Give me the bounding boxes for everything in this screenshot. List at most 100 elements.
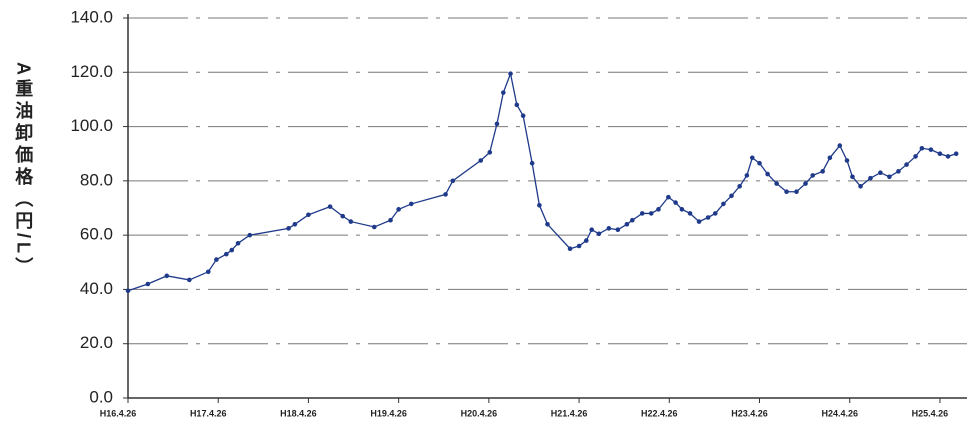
point xyxy=(145,281,151,287)
point xyxy=(348,219,354,224)
point xyxy=(679,207,685,212)
point xyxy=(630,217,635,223)
point xyxy=(744,173,750,178)
y-tick-label: 120.0 xyxy=(70,62,113,81)
y-tick-label: 100.0 xyxy=(70,116,113,135)
point xyxy=(164,273,170,279)
point xyxy=(214,257,219,262)
x-tick-label: H19.4.26 xyxy=(370,408,407,418)
point xyxy=(794,189,799,195)
point xyxy=(803,181,808,186)
point xyxy=(858,183,863,189)
point xyxy=(737,183,742,189)
x-tick-label: H22.4.26 xyxy=(641,408,678,418)
point xyxy=(500,90,506,95)
point xyxy=(937,151,943,157)
point xyxy=(928,147,934,152)
point xyxy=(340,213,346,219)
point xyxy=(408,201,414,207)
point xyxy=(673,200,678,205)
point xyxy=(487,150,493,155)
point xyxy=(705,215,711,220)
point xyxy=(327,204,333,209)
point xyxy=(229,247,235,253)
point xyxy=(606,226,612,231)
point xyxy=(235,240,241,246)
point xyxy=(205,269,211,275)
x-tick-label: H18.4.26 xyxy=(280,408,317,418)
y-tick-label: 20.0 xyxy=(80,333,113,352)
point xyxy=(537,202,542,208)
point xyxy=(757,160,762,166)
point xyxy=(765,171,770,177)
point xyxy=(666,194,671,200)
point xyxy=(687,211,693,216)
x-tick-label: H17.4.26 xyxy=(190,408,227,418)
point xyxy=(596,231,602,237)
y-tick-label: 60.0 xyxy=(80,225,113,244)
point xyxy=(713,211,718,216)
point xyxy=(868,175,873,181)
point xyxy=(396,207,401,212)
y-tick-label: 0.0 xyxy=(89,387,113,406)
point xyxy=(913,154,918,159)
point xyxy=(639,211,645,216)
point xyxy=(945,154,951,159)
point xyxy=(520,113,526,119)
point xyxy=(827,155,833,161)
point xyxy=(729,193,734,199)
point xyxy=(306,212,311,218)
point xyxy=(545,221,550,227)
point xyxy=(583,238,589,243)
point xyxy=(844,158,850,163)
point xyxy=(125,288,131,294)
point xyxy=(589,227,595,233)
point xyxy=(953,151,959,157)
point xyxy=(450,178,456,184)
point xyxy=(919,145,925,151)
point xyxy=(810,173,816,178)
point xyxy=(443,192,448,197)
y-tick-label: 40.0 xyxy=(80,279,113,298)
point xyxy=(576,243,582,249)
x-tick-label: H16.4.26 xyxy=(100,408,137,418)
line xyxy=(127,71,957,292)
point xyxy=(820,169,825,174)
x-tick-label: H24.4.26 xyxy=(821,408,858,418)
point xyxy=(187,277,192,283)
point xyxy=(784,189,789,195)
x-tick-label: H21.4.26 xyxy=(551,408,588,418)
point xyxy=(224,251,229,257)
point xyxy=(371,224,377,230)
point xyxy=(648,211,654,216)
point xyxy=(904,162,909,167)
point xyxy=(478,158,484,163)
point xyxy=(514,102,520,108)
point xyxy=(292,221,298,227)
x-tick-label: H23.4.26 xyxy=(731,408,768,418)
point xyxy=(508,71,513,76)
y-axis-label: A重油卸価格（円/L） xyxy=(13,62,34,279)
y-tick-label: 140.0 xyxy=(70,7,113,26)
point xyxy=(850,174,855,180)
point xyxy=(247,232,253,238)
point xyxy=(656,207,661,212)
point xyxy=(615,227,621,233)
point xyxy=(286,226,291,231)
point xyxy=(696,219,702,224)
y-tick-label: 80.0 xyxy=(80,170,113,189)
point xyxy=(837,143,843,148)
point xyxy=(624,221,630,227)
point xyxy=(896,169,901,174)
x-tick-label: H25.4.26 xyxy=(912,408,949,418)
point xyxy=(878,170,883,176)
point xyxy=(567,246,573,252)
point xyxy=(721,201,726,207)
point xyxy=(529,160,535,166)
point xyxy=(494,121,500,127)
x-tick-label: H20.4.26 xyxy=(461,408,498,418)
point xyxy=(388,217,393,223)
point xyxy=(887,174,892,180)
point xyxy=(774,181,779,186)
